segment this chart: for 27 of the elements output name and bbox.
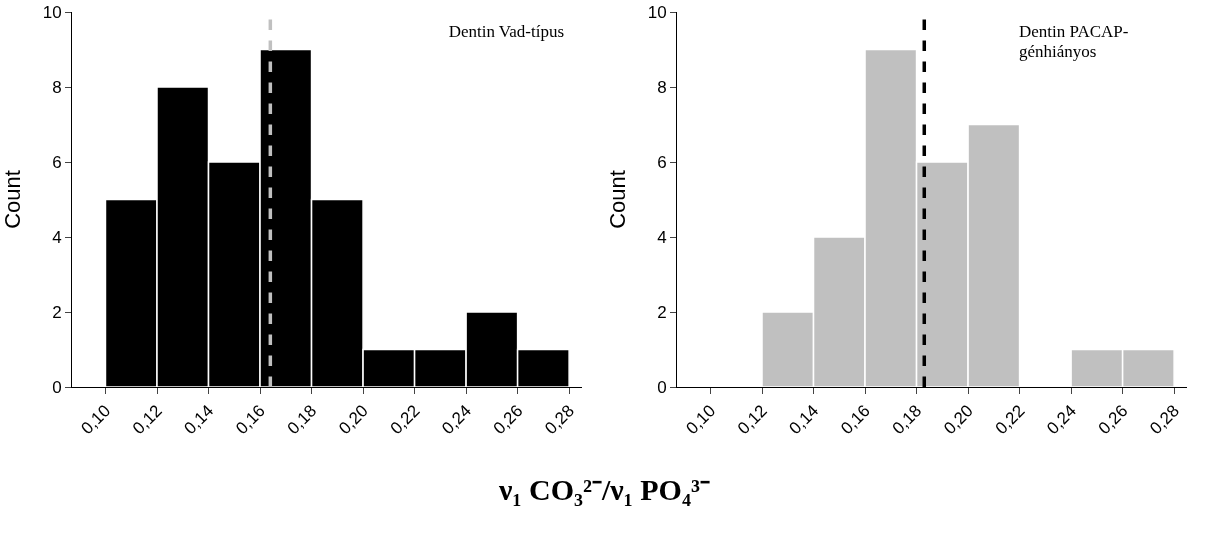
y-tick-label: 4 (657, 227, 667, 247)
x-tick-label: 0,26 (489, 401, 527, 439)
y-tick-label: 4 (52, 227, 62, 247)
x-tick-label: 0,14 (180, 401, 218, 439)
x-tick-label: 0,18 (283, 401, 321, 439)
y-tick-label: 10 (42, 2, 62, 22)
y-tick-label: 2 (52, 302, 62, 322)
y-tick-label: 0 (52, 377, 62, 397)
x-tick-label: 0,22 (386, 401, 424, 439)
x-axis-title: ν₁ CO₃²⁻/ν₁ PO₄³⁻ (498, 472, 711, 508)
y-tick-label: 8 (657, 77, 667, 97)
y-tick-label: 6 (657, 152, 667, 172)
y-axis-title: Count (605, 170, 630, 229)
y-tick-label: 10 (647, 2, 667, 22)
x-tick-label: 0,10 (77, 401, 115, 439)
y-tick-label: 2 (657, 302, 667, 322)
y-tick-label: 6 (52, 152, 62, 172)
y-tick-label: 8 (52, 77, 62, 97)
y-axis-title: Count (0, 170, 25, 229)
annotation: Dentin Vad-típus (448, 22, 564, 43)
x-tick-label: 0,10 (682, 401, 720, 439)
y-tick-label: 0 (657, 377, 667, 397)
x-tick-label: 0,14 (785, 401, 823, 439)
x-tick-label: 0,18 (888, 401, 926, 439)
annotation: Dentin PACAP-génhiányos (1019, 22, 1130, 63)
x-tick-label: 0,26 (1094, 401, 1132, 439)
x-tick-label: 0,22 (991, 401, 1029, 439)
